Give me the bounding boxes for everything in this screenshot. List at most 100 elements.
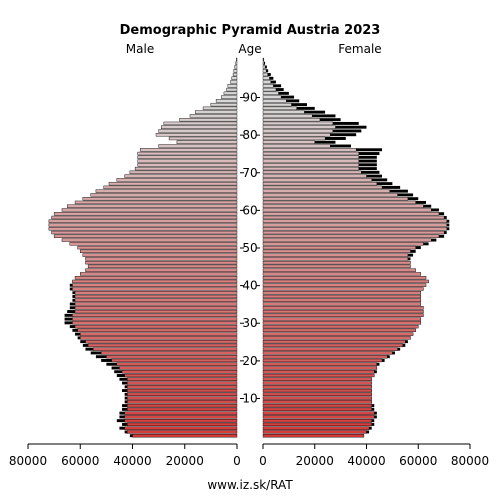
female-bar-age-41 [262, 279, 429, 284]
male-bar-age-99 [235, 61, 238, 65]
female-bar-age-62 [262, 200, 416, 205]
male-bar-age-42 [74, 276, 238, 280]
male-bar-age-76 [140, 148, 238, 152]
male-bar-age-60 [61, 208, 238, 212]
male-bar-age-67 [108, 181, 238, 186]
male-bar-age-65 [95, 189, 238, 193]
female-bar-age-85 [262, 114, 313, 118]
female-bar-age-44 [262, 268, 416, 272]
female-bar-age-20 [262, 358, 383, 363]
male-bar-age-17 [121, 370, 238, 374]
male-bar-age-26 [80, 336, 238, 340]
male-bar-age-34 [74, 306, 238, 310]
male-bar-age-38 [74, 291, 238, 295]
age-tick-label-30: 30 [242, 316, 257, 330]
female-x-tick-label-80000: 80000 [451, 454, 489, 468]
female-bar-age-38 [262, 291, 422, 295]
female-bar-age-61 [262, 204, 424, 208]
male-bar-age-59 [53, 212, 238, 216]
male-bar-age-61 [66, 204, 238, 208]
male-bar-age-1 [127, 430, 238, 434]
male-bar-age-19 [116, 362, 238, 366]
female-bar-age-98 [262, 65, 266, 69]
age-tick-label-70: 70 [242, 166, 257, 180]
female-bar-age-5 [262, 415, 375, 419]
male-bar-age-58 [51, 215, 238, 220]
male-bar-age-93 [227, 84, 238, 88]
female-x-tick-label-40000: 40000 [347, 454, 385, 468]
male-bar-age-40 [72, 283, 238, 287]
female-bar-age-59 [262, 212, 440, 216]
age-tick-label-80: 80 [242, 128, 257, 142]
female-bar-age-13 [262, 385, 372, 389]
male-x-tick-label-60000: 60000 [61, 454, 99, 468]
male-bar-age-75 [137, 151, 238, 156]
female-bar-age-95 [262, 76, 270, 80]
female-bar-age-68 [262, 178, 372, 182]
female-label: Female [338, 42, 381, 56]
female-bar-age-36 [262, 298, 422, 302]
male-bar-age-70 [129, 170, 238, 175]
female-bar-age-66 [262, 185, 383, 190]
female-bar-age-24 [262, 343, 403, 348]
female-bar-age-72 [262, 163, 359, 167]
male-bar-age-100 [236, 57, 238, 62]
male-x-tick-label-20000: 20000 [166, 454, 204, 468]
female-bar-age-18 [262, 366, 378, 370]
male-bar-age-27 [80, 332, 238, 336]
female-bar-age-2 [262, 426, 370, 430]
male-bar-age-71 [134, 166, 238, 171]
male-bar-age-33 [74, 309, 238, 314]
male-bar-age-12 [127, 388, 238, 393]
male-bar-age-10 [127, 396, 238, 400]
female-bar-age-37 [262, 294, 422, 299]
female-bar-age-64 [262, 193, 398, 197]
female-bar-age-58 [262, 215, 445, 220]
male-bar-age-39 [72, 287, 238, 291]
male-bar-age-8 [127, 403, 238, 408]
female-bar-age-46 [262, 260, 411, 265]
age-label: Age [238, 42, 261, 56]
male-bar-age-53 [53, 234, 238, 238]
male-bar-age-55 [48, 227, 238, 231]
female-bar-age-84 [262, 117, 321, 122]
female-bar-age-23 [262, 347, 398, 351]
female-bar-age-69 [262, 174, 367, 178]
female-bar-age-76 [262, 148, 357, 152]
male-bar-age-30 [72, 321, 238, 325]
male-bar-age-46 [85, 260, 238, 265]
female-bar-age-31 [262, 317, 422, 321]
female-bar-age-47 [262, 257, 409, 261]
male-bar-age-21 [106, 355, 238, 359]
male-bar-age-80 [155, 133, 238, 137]
female-bar-age-8 [262, 403, 372, 408]
female-x-tick-label-60000: 60000 [399, 454, 437, 468]
female-bar-age-7 [262, 407, 372, 412]
male-bar-age-29 [74, 324, 238, 329]
male-bar-age-69 [124, 174, 238, 178]
female-bar-age-57 [262, 219, 447, 223]
female-bar-age-71 [262, 166, 359, 171]
female-bar-age-29 [262, 324, 419, 329]
female-bar-age-42 [262, 276, 427, 280]
female-bar-age-30 [262, 321, 422, 325]
female-bar-age-22 [262, 351, 393, 355]
female-x-tick-label-0: 0 [259, 454, 267, 468]
female-bar-age-88 [262, 102, 292, 107]
age-tick-label-90: 90 [242, 91, 257, 105]
male-bar-age-35 [74, 302, 238, 306]
female-bar-age-56 [262, 223, 447, 227]
male-bar-age-11 [127, 392, 238, 396]
female-bar-age-14 [262, 381, 372, 385]
female-bar-age-65 [262, 189, 390, 193]
female-bar-age-74 [262, 155, 359, 159]
age-tick-label-60: 60 [242, 203, 257, 217]
male-bar-age-24 [87, 343, 238, 348]
female-bar-age-0 [262, 434, 365, 438]
male-bar-age-3 [127, 422, 238, 427]
female-bar-age-49 [262, 249, 411, 254]
female-bar-age-73 [262, 159, 359, 163]
male-bar-age-91 [223, 91, 238, 95]
female-bar-age-83 [262, 121, 334, 126]
